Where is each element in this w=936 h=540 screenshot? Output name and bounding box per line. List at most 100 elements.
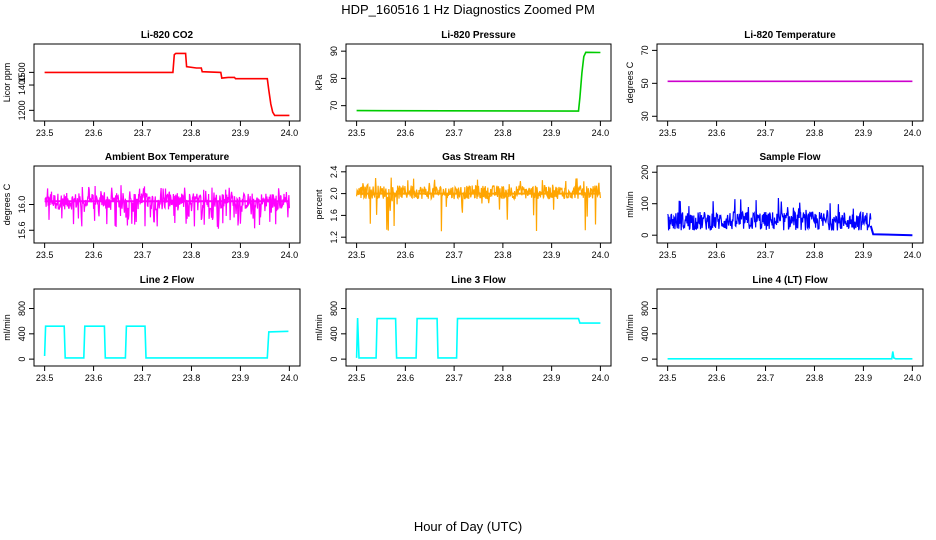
panel-ambient-box-temperature: Ambient Box Temperature 23.5 23.6 23.7 23.8 2… [2,152,301,260]
panel-title: Li-820 CO2 [141,30,194,41]
x-tick-label: 23.7 [134,373,152,383]
x-tick-label: 23.6 [85,250,103,260]
y-tick-label: 400 [640,326,650,341]
panel-li-820-temperature: Li-820 Temperature 23.5 23.6 23.7 23.8 23.9 24… [625,30,924,138]
x-tick-label: 24.0 [904,373,922,383]
plot-frame [33,43,301,122]
panel-line-4-lt-flow: Line 4 (LT) Flow 23.5 23.6 23.7 23.8 23.9 24.0… [625,275,924,383]
panel-title: Line 3 Flow [451,275,506,286]
data-series [356,51,601,112]
panel-line-3-flow: Line 3 Flow 23.5 23.6 23.7 23.8 23.9 24.0 0 400 8… [314,275,612,383]
y-tick-label: 2.0 [329,187,339,200]
panel-title: Li-820 Pressure [441,30,516,41]
y-axis-label: percent [314,189,324,220]
data-series [355,317,601,359]
y-tick-label: 400 [17,326,27,341]
x-tick-label: 23.5 [348,128,366,138]
y-axis-label: kPa [314,75,324,91]
x-tick-label: 23.7 [445,373,463,383]
x-tick-label: 23.5 [348,250,366,260]
y-tick-label: 200 [640,165,650,180]
x-tick-label: 23.6 [85,373,103,383]
x-tick-label: 23.7 [134,128,152,138]
x-tick-label: 23.7 [757,128,775,138]
plot-frame [656,288,924,367]
panel-sample-flow: Sample Flow 23.5 23.6 23.7 23.8 23.9 24.0 0 100 2… [625,152,924,260]
x-tick-label: 23.8 [183,373,201,383]
y-axis-label: ml/min [2,314,12,341]
y-tick-label: 15.6 [17,221,27,239]
x-tick-label: 23.7 [445,250,463,260]
x-tick-label: 23.6 [397,373,415,383]
y-tick-label: 1500 [17,62,27,82]
y-tick-label: 800 [17,301,27,316]
panel-li-820-pressure: Li-820 Pressure 23.5 23.6 23.7 23.8 23.9 24.0 7… [314,30,612,138]
x-tick-label: 23.9 [232,373,250,383]
y-tick-label: 800 [640,301,650,316]
y-tick-label: 90 [329,46,339,56]
x-tick-label: 23.5 [659,128,677,138]
figure-title: HDP_160516 1 Hz Diagnostics Zoomed PM [341,2,595,17]
x-tick-label: 24.0 [592,128,610,138]
x-tick-label: 23.8 [806,128,824,138]
plot-frame [345,288,612,367]
data-noise-series [44,185,290,229]
data-series [44,52,290,117]
y-tick-label: 1200 [17,100,27,120]
x-tick-label: 24.0 [904,128,922,138]
y-tick-label: 80 [329,73,339,83]
y-tick-label: 1.2 [329,231,339,244]
y-axis-label: ml/min [625,314,635,341]
data-series [667,351,913,360]
y-tick-label: 70 [640,45,650,55]
y-tick-label: 0 [640,233,650,238]
x-tick-label: 23.8 [494,373,512,383]
y-axis-label: degrees C [2,183,12,225]
x-tick-label: 23.9 [232,250,250,260]
x-tick-label: 23.6 [708,250,726,260]
x-tick-label: 23.7 [757,373,775,383]
x-tick-label: 24.0 [592,373,610,383]
y-axis-label: ml/min [314,314,324,341]
data-noise-series [667,197,872,231]
y-tick-label: 0 [329,357,339,362]
panel-title: Line 2 Flow [140,275,195,286]
panel-title: Sample Flow [759,152,820,163]
panel-title: Li-820 Temperature [744,30,836,41]
x-tick-label: 24.0 [281,373,299,383]
panel-title: Ambient Box Temperature [105,152,230,163]
y-tick-label: 16.0 [17,196,27,214]
x-tick-label: 23.8 [494,250,512,260]
x-tick-label: 23.8 [183,250,201,260]
y-tick-label: 70 [329,101,339,111]
plot-frame [33,288,301,367]
data-series [869,225,913,237]
y-axis-label: degrees C [625,61,635,103]
x-tick-label: 23.8 [494,128,512,138]
panel-li-820-co2: Li-820 CO2 23.5 23.6 23.7 23.8 23.9 24.0 1200 14… [2,30,301,138]
x-tick-label: 23.9 [855,373,873,383]
x-tick-label: 23.6 [397,128,415,138]
x-tick-label: 23.9 [855,250,873,260]
y-tick-label: 2.4 [329,166,339,179]
x-tick-label: 23.6 [397,250,415,260]
x-tick-label: 23.8 [183,128,201,138]
data-noise-series [356,177,601,232]
y-axis-label: ml/min [625,191,635,218]
panel-title: Line 4 (LT) Flow [752,275,828,286]
y-tick-label: 800 [329,301,339,316]
x-tick-label: 23.9 [855,128,873,138]
x-tick-label: 23.9 [232,128,250,138]
y-tick-label: 30 [640,111,650,121]
x-tick-label: 23.9 [543,373,561,383]
x-tick-label: 24.0 [904,250,922,260]
x-tick-label: 23.5 [36,373,54,383]
x-tick-label: 23.6 [708,373,726,383]
y-tick-label: 1400 [17,75,27,95]
y-tick-label: 400 [329,326,339,341]
panel-line-2-flow: Line 2 Flow 23.5 23.6 23.7 23.8 23.9 24.0 0 400 8… [2,275,301,383]
y-tick-label: 0 [17,357,27,362]
panel-title: Gas Stream RH [442,152,515,163]
panel-grid: Li-820 CO2 23.5 23.6 23.7 23.8 23.9 24.0 1200 14… [2,30,924,383]
